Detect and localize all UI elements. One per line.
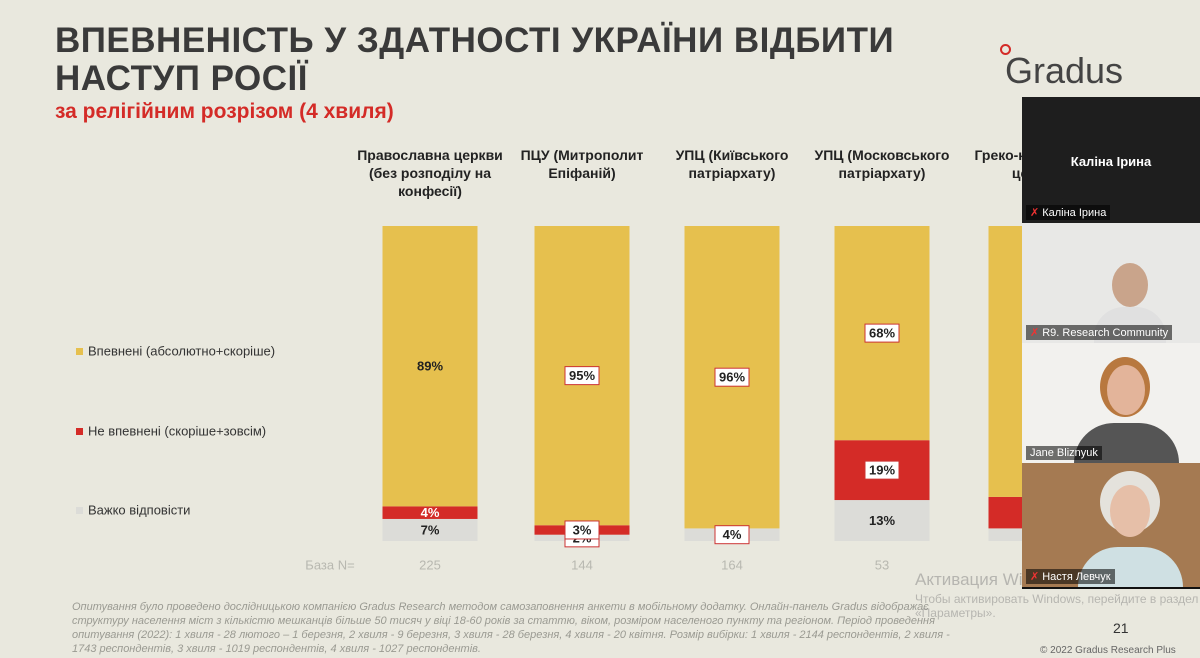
category-label: Православна церкви (без розподілу на кон… xyxy=(357,147,503,199)
watermark-text: Чтобы активировать Windows, перейдите в … xyxy=(915,592,1199,620)
speaker-name: Каліна Ірина xyxy=(1070,154,1152,169)
category-label: УПЦ (Московського патріархату) xyxy=(814,147,950,181)
legend-label: Впевнені (абсолютно+скоріше) xyxy=(88,343,275,358)
participant-tag: Jane Bliznyuk xyxy=(1026,446,1102,460)
value-label: 13% xyxy=(869,513,895,528)
value-label: 4% xyxy=(421,505,440,520)
base-n: 164 xyxy=(721,557,743,572)
legend-label: Не впевнені (скоріше+зовсім) xyxy=(88,423,266,438)
participant-name: Jane Bliznyuk xyxy=(1030,447,1098,459)
value-label: 95% xyxy=(569,368,595,383)
participant-name: R9. Research Community xyxy=(1042,327,1169,339)
bar-segment xyxy=(834,500,930,541)
page-number: 21 xyxy=(1113,620,1129,636)
base-n: 53 xyxy=(875,557,889,572)
label-box xyxy=(714,525,750,545)
label-box xyxy=(564,366,600,386)
label-box xyxy=(714,367,750,387)
participant-name: Настя Левчук xyxy=(1042,571,1111,583)
logo-dot xyxy=(1000,44,1011,55)
value-label: 89% xyxy=(417,359,443,374)
logo: Gradus xyxy=(1005,50,1124,91)
value-label: 96% xyxy=(719,370,745,385)
participant-tag: ✗ R9. Research Community xyxy=(1026,325,1173,340)
slide-title: ВПЕВНЕНІСТЬ У ЗДАТНОСТІ УКРАЇНИ ВІДБИТИ … xyxy=(55,21,895,98)
person xyxy=(1107,365,1145,415)
label-box xyxy=(564,520,600,540)
value-label: 4% xyxy=(723,527,742,542)
value-label: 7% xyxy=(421,522,440,537)
value-label: 19% xyxy=(869,463,895,478)
category-label: ПЦУ (Митрополит Епіфаній) xyxy=(520,147,644,181)
value-label: 3% xyxy=(573,522,592,537)
base-label: База N= xyxy=(305,557,354,572)
speaker-tile[interactable]: Каліна Ірина ✗ Каліна Ірина xyxy=(1022,97,1200,225)
video-panel: Каліна Ірина ✗ Каліна Ірина ✗ R9. Research… xyxy=(1022,97,1200,589)
video-tile[interactable]: ✗ R9. Research Community xyxy=(1022,223,1200,345)
base-n: 225 xyxy=(419,557,441,572)
slide-subtitle: за релігійним розрізом (4 хвиля) xyxy=(55,100,394,123)
label-box xyxy=(864,460,900,480)
legend-label: Важко відповісти xyxy=(88,502,190,517)
label-box xyxy=(864,323,900,343)
person xyxy=(1110,485,1150,537)
legend-swatch xyxy=(76,348,83,355)
participant-tag: ✗ Каліна Ірина xyxy=(1026,205,1111,220)
legend-swatch xyxy=(76,428,83,435)
copyright: © 2022 Gradus Research Plus xyxy=(1040,645,1176,656)
footnote: Опитування було проведено дослідницькою … xyxy=(72,601,950,655)
video-tile[interactable]: ✗ Настя Левчук xyxy=(1022,463,1200,589)
bar-segment xyxy=(382,226,478,507)
participant-tag: ✗ Настя Левчук xyxy=(1026,569,1115,584)
person xyxy=(1112,263,1148,307)
legend-swatch xyxy=(76,507,83,514)
participant-name: Каліна Ірина xyxy=(1042,207,1107,219)
bar-segment xyxy=(382,518,478,541)
category-label: УПЦ (Київського патріархату) xyxy=(675,147,789,181)
video-tile[interactable]: Jane Bliznyuk xyxy=(1022,343,1200,465)
bar-segment xyxy=(382,506,478,519)
base-n: 144 xyxy=(571,557,593,572)
value-label: 68% xyxy=(869,326,895,341)
